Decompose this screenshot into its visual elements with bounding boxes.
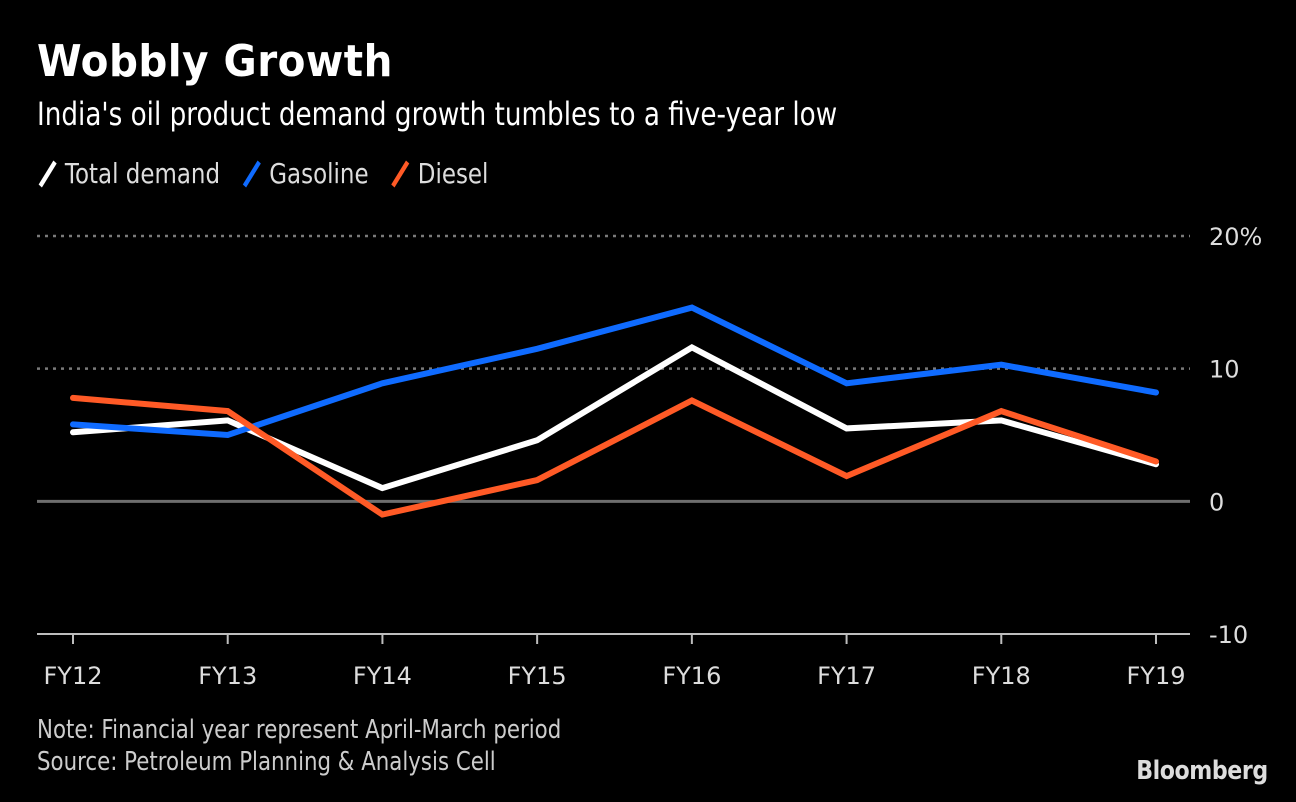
legend-swatch-gasoline: [243, 160, 262, 187]
footer: Note: Financial year represent April-Mar…: [37, 714, 561, 778]
series-line-diesel: [70, 394, 1159, 518]
x-tick-label: FY19: [1126, 662, 1185, 690]
chart-title: Wobbly Growth: [37, 36, 393, 87]
y-tick-label: 0: [1209, 488, 1224, 516]
legend-swatch-line: [243, 160, 262, 187]
x-tick-label: FY16: [662, 662, 721, 690]
chart-subtitle: India's oil product demand growth tumble…: [37, 95, 838, 133]
legend-swatch-total-demand: [38, 160, 57, 187]
legend-swatch-line: [38, 160, 57, 187]
legend: Total demand Gasoline Diesel: [37, 157, 510, 190]
x-tick-label: FY15: [508, 662, 567, 690]
gridlines: [37, 234, 1190, 635]
y-axis: 20% 10 0 -10: [1209, 223, 1262, 649]
x-tick-label: FY13: [198, 662, 257, 690]
x-tick-label: FY18: [972, 662, 1031, 690]
x-tick-label: FY14: [353, 662, 412, 690]
y-tick-label: -10: [1209, 621, 1248, 649]
series-lines: [70, 304, 1159, 518]
legend-item-diesel: Diesel: [390, 157, 489, 190]
footnote: Note: Financial year represent April-Mar…: [37, 715, 562, 745]
legend-item-gasoline: Gasoline: [241, 157, 369, 190]
legend-label: Diesel: [417, 157, 489, 190]
legend-label: Total demand: [64, 157, 221, 190]
legend-swatch-diesel: [391, 160, 410, 187]
legend-item-total-demand: Total demand: [37, 157, 220, 190]
source-note: Source: Petroleum Planning & Analysis Ce…: [37, 747, 496, 777]
y-tick-label: 20%: [1209, 223, 1262, 251]
x-tick-label: FY17: [817, 662, 876, 690]
legend-label: Gasoline: [269, 157, 369, 190]
y-tick-label: 10: [1209, 356, 1240, 384]
x-axis: FY12 FY13 FY14 FY15 FY16 FY17 FY18 FY19: [43, 634, 1186, 690]
brand-logo: Bloomberg: [1136, 756, 1268, 786]
legend-swatch-line: [391, 160, 410, 187]
x-tick-label: FY12: [43, 662, 102, 690]
